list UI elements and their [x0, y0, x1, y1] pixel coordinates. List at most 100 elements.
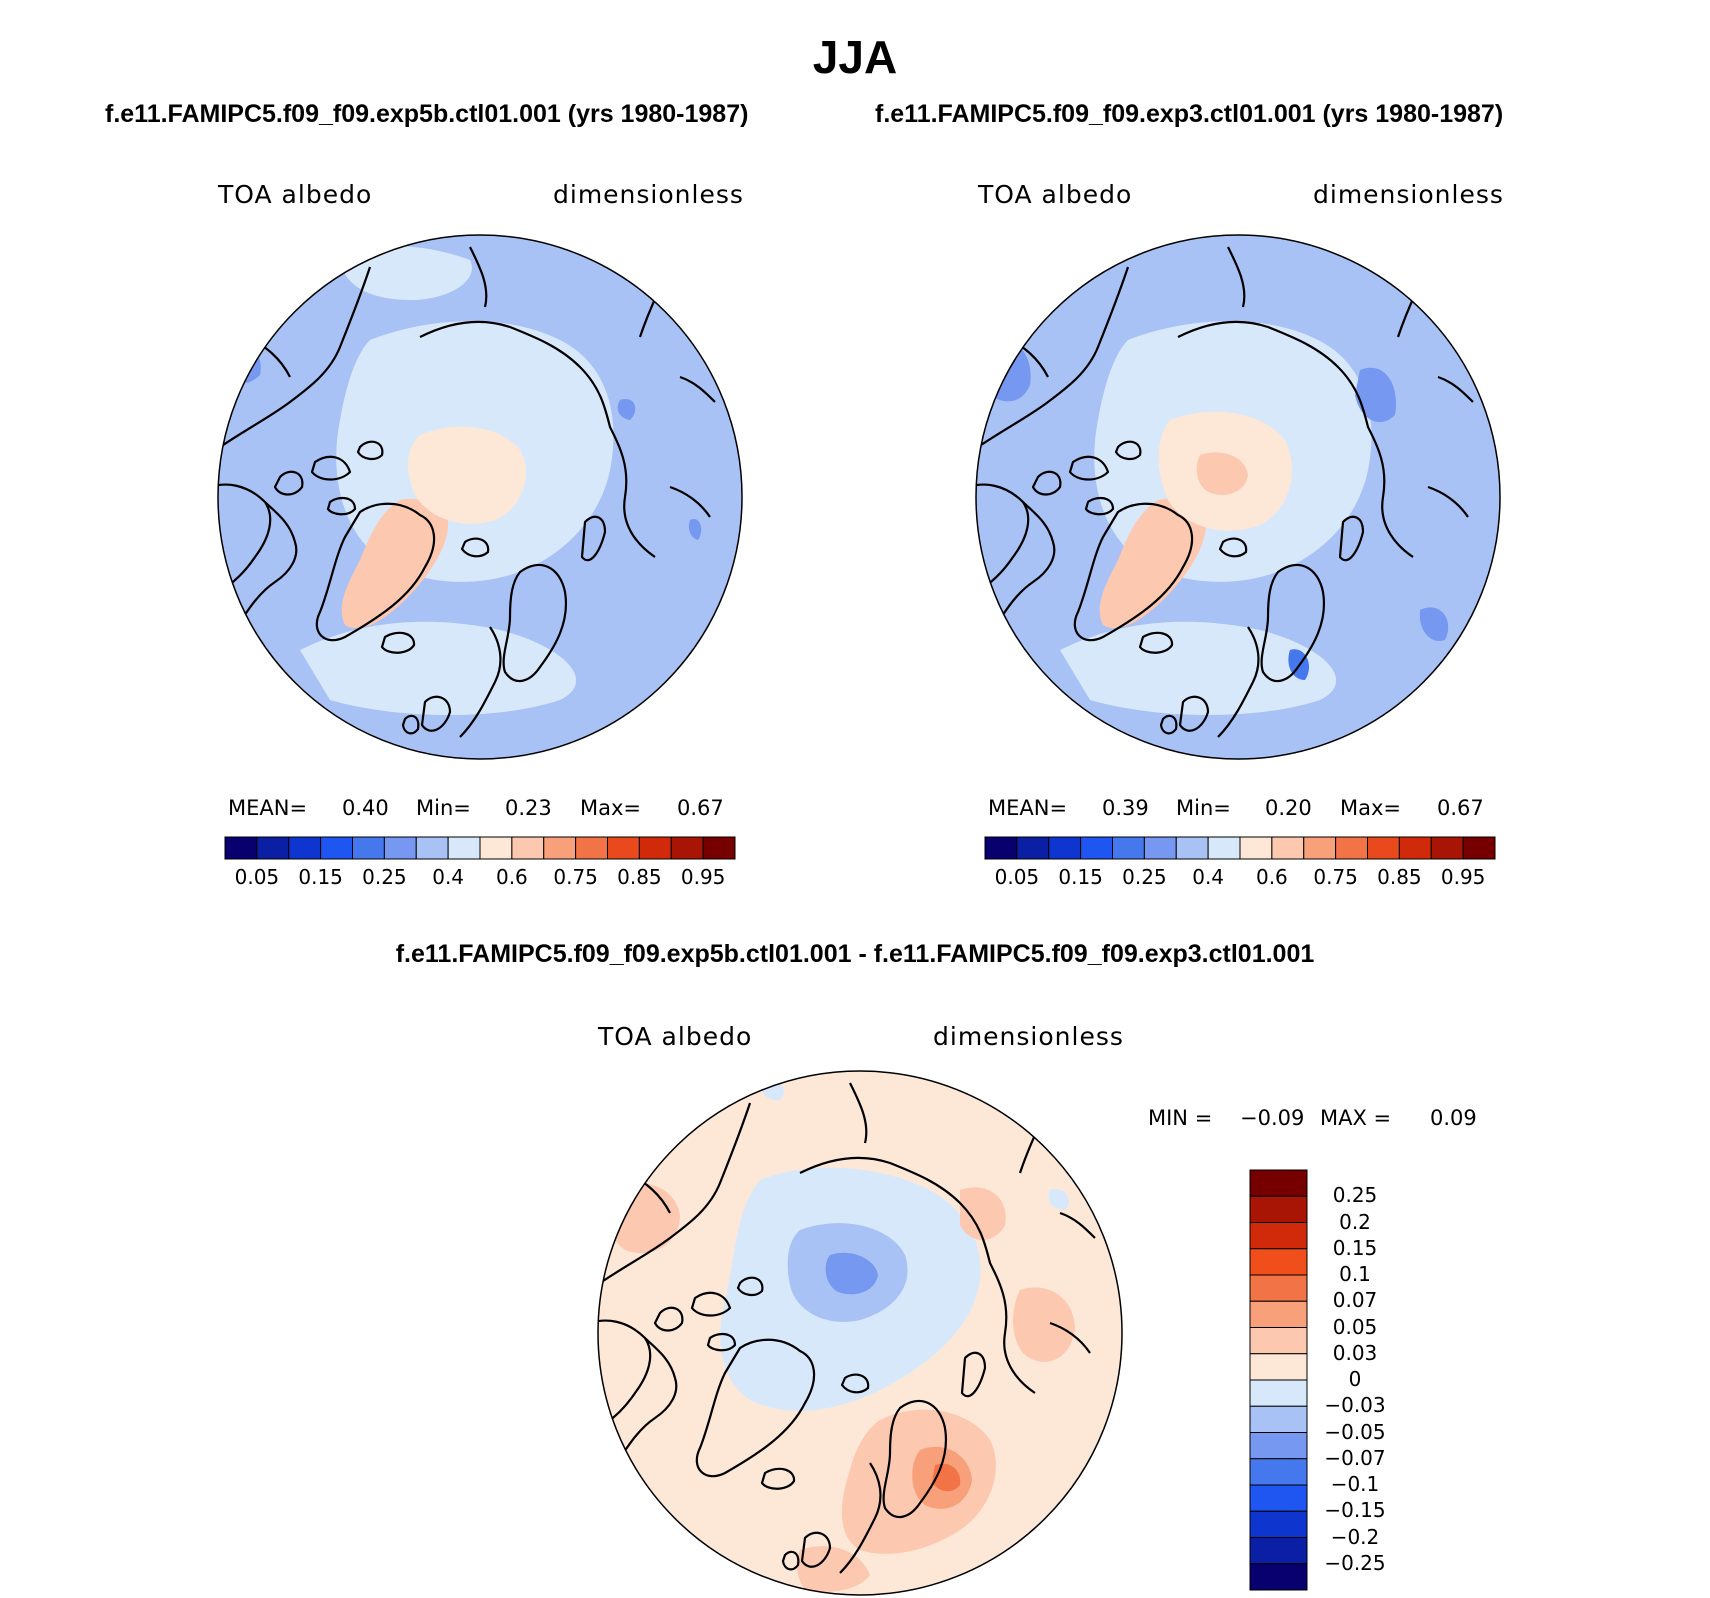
colorbar-tick-label: −0.2: [1330, 1524, 1380, 1549]
map-right: [975, 234, 1501, 760]
colorbar-tick-label: 0.25: [1122, 865, 1167, 889]
colorbar-swatch: [1249, 1537, 1308, 1565]
colorbar-swatch: [1249, 1327, 1308, 1355]
colorbar-swatch: [256, 836, 290, 860]
units-label-diff: dimensionless: [933, 1022, 1124, 1051]
max-value-right: 0.67: [1437, 796, 1484, 820]
colorbar-swatch: [607, 836, 640, 860]
colorbar-swatch: [1080, 836, 1113, 860]
min-label-left: Min=: [416, 796, 471, 820]
colorbar-swatch: [1207, 836, 1241, 860]
colorbar-swatch: [1303, 836, 1337, 860]
colorbar-swatch: [352, 836, 385, 860]
colorbar-swatch: [1271, 836, 1305, 860]
colorbar-swatch: [1367, 836, 1400, 860]
colorbar-tick-label: 0.25: [1332, 1183, 1378, 1208]
colorbar-tick-label: −0.05: [1324, 1419, 1386, 1444]
colorbar-tick-label: 0.6: [1255, 865, 1288, 889]
colorbar-tick-label: 0.15: [298, 865, 343, 889]
colorbar-tick-label: 0.05: [234, 865, 280, 889]
colorbar-swatch: [1143, 836, 1177, 860]
colorbar-swatch: [543, 836, 577, 860]
figure-title: JJA: [812, 31, 898, 83]
colorbar-swatch: [224, 836, 258, 860]
colorbar-tick-label: 0.15: [1332, 1235, 1378, 1260]
colorbar-tick-label: 0.6: [495, 865, 528, 889]
colorbar-swatch: [1249, 1484, 1308, 1512]
colorbar-swatch: [1249, 1379, 1308, 1407]
map-diff: [597, 1070, 1123, 1596]
colorbar-tick-label: −0.07: [1324, 1445, 1386, 1470]
colorbar-swatch: [1249, 1300, 1308, 1328]
mean-value-right: 0.39: [1102, 796, 1149, 820]
diff-min-label: MIN =: [1148, 1106, 1213, 1130]
min-value-left: 0.23: [505, 796, 552, 820]
colorbar-swatch: [1249, 1195, 1308, 1223]
colorbar-swatch: [511, 836, 545, 860]
colorbar-tick-label: 0.95: [680, 865, 726, 889]
colorbar-swatch: [1112, 836, 1145, 860]
colorbar-swatch: [1249, 1248, 1308, 1276]
variable-label-diff: TOA albedo: [598, 1022, 753, 1051]
colorbar-tick-label: −0.1: [1330, 1472, 1380, 1496]
colorbar-swatch: [415, 836, 449, 860]
colorbar-swatch: [702, 836, 736, 860]
colorbar-swatch: [320, 836, 353, 860]
colorbar-tick-label: −0.15: [1324, 1498, 1386, 1523]
colorbar-right: [984, 836, 1496, 860]
colorbar-swatch: [383, 836, 417, 860]
colorbar-swatch: [1249, 1169, 1308, 1197]
mean-label-right: MEAN=: [988, 796, 1068, 820]
colorbar-tick-label: −0.25: [1324, 1550, 1386, 1575]
colorbar-swatch: [1335, 836, 1368, 860]
colorbar-swatch: [1249, 1563, 1308, 1591]
colorbar-swatch: [1016, 836, 1050, 860]
colorbar-swatch: [1430, 836, 1464, 860]
case-title-left: f.e11.FAMIPC5.f09_f09.exp5b.ctl01.001 (y…: [105, 100, 749, 128]
colorbar-swatch: [575, 836, 608, 860]
colorbar-swatch: [447, 836, 481, 860]
colorbar-tick-label: 0.05: [994, 865, 1040, 889]
colorbar-swatch: [1398, 836, 1432, 860]
colorbar-tick-label: 0.1: [1339, 1262, 1371, 1286]
diff-min-value: −0.09: [1240, 1106, 1305, 1130]
colorbar-left: [224, 836, 736, 860]
colorbar-diff: [1249, 1169, 1308, 1591]
colorbar-swatch: [1249, 1405, 1308, 1433]
colorbar-swatch: [479, 836, 513, 860]
colorbar-tick-label: 0.85: [1377, 865, 1422, 889]
units-label-right: dimensionless: [1313, 180, 1504, 209]
colorbar-tick-label: 0.85: [617, 865, 662, 889]
colorbar-tick-label: 0.03: [1332, 1340, 1378, 1365]
max-label-left: Max=: [580, 796, 642, 820]
colorbar-tick-label: 0.07: [1332, 1288, 1378, 1313]
colorbar-swatch: [1249, 1222, 1308, 1250]
colorbar-tick-label: 0.75: [1313, 865, 1358, 889]
max-value-left: 0.67: [677, 796, 724, 820]
units-label-left: dimensionless: [553, 180, 744, 209]
colorbar-swatch: [1249, 1274, 1308, 1302]
colorbar-swatch: [1239, 836, 1273, 860]
colorbar-tick-label: 0.95: [1440, 865, 1486, 889]
max-label-right: Max=: [1340, 796, 1402, 820]
min-value-right: 0.20: [1265, 796, 1312, 820]
mean-value-left: 0.40: [342, 796, 389, 820]
map-left: [217, 234, 743, 760]
colorbar-swatch: [1249, 1353, 1308, 1381]
colorbar-tick-label: 0.4: [1192, 865, 1225, 889]
variable-label-left: TOA albedo: [218, 180, 373, 209]
colorbar-tick-label: −0.03: [1324, 1393, 1386, 1418]
colorbar-swatch: [1249, 1432, 1308, 1460]
mean-label-left: MEAN=: [228, 796, 308, 820]
colorbar-swatch: [1249, 1458, 1308, 1486]
colorbar-tick-label: 0.15: [1058, 865, 1103, 889]
colorbar-tick-label: 0.4: [432, 865, 465, 889]
case-title-right: f.e11.FAMIPC5.f09_f09.exp3.ctl01.001 (yr…: [875, 100, 1504, 128]
colorbar-swatch: [1462, 836, 1496, 860]
colorbar-swatch: [1175, 836, 1209, 860]
colorbar-tick-label: 0.75: [553, 865, 598, 889]
colorbar-tick-label: 0.05: [1332, 1314, 1378, 1339]
colorbar-swatch: [1048, 836, 1082, 860]
colorbar-tick-label: 0.2: [1339, 1209, 1371, 1234]
